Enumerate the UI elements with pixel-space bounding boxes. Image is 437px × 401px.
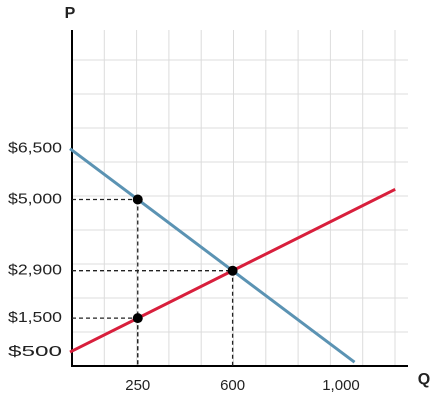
y-tick-label: $5,000 [8, 190, 62, 207]
background-grid [72, 30, 408, 366]
x-tick-label: 1,000 [322, 377, 360, 394]
y-tick-label: $1,500 [8, 309, 62, 326]
x-tick-label: 250 [125, 377, 150, 394]
y-tick-label: $2,900 [8, 262, 62, 279]
x-axis-title: Q [418, 371, 430, 388]
curve [69, 147, 356, 364]
point [227, 265, 238, 276]
point [132, 194, 143, 205]
point [132, 313, 143, 324]
y-tick-label: $500 [8, 343, 62, 360]
x-tick-label: 600 [220, 377, 245, 394]
y-axis-title: P [65, 5, 76, 22]
y-tick-label: $6,500 [8, 140, 62, 157]
